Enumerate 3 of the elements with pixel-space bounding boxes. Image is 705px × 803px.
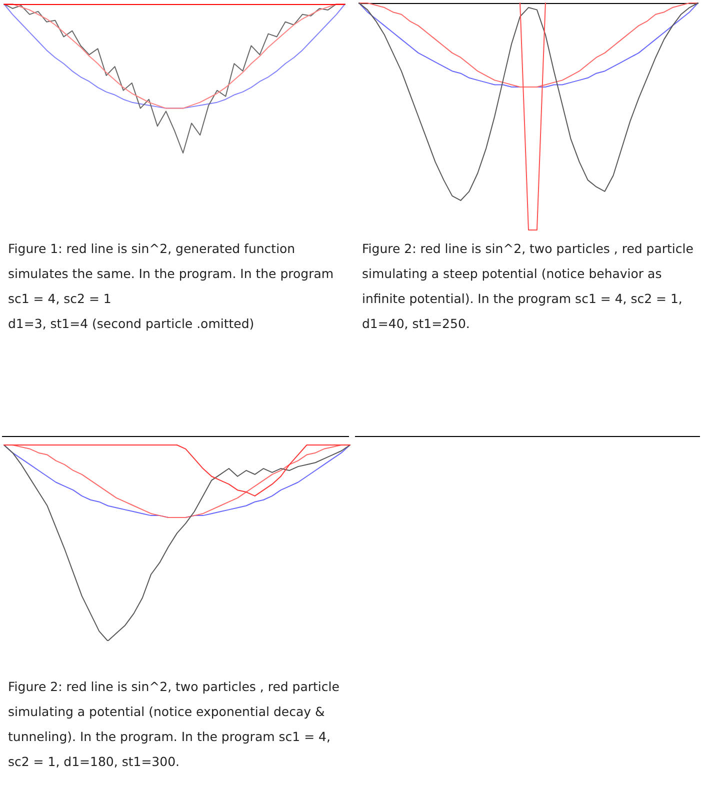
text: d1=3, st1=4 (second particle .omitted) [8,315,256,333]
caption: Figure 2: red line is sin^2, two particles , red particle simulating a potential (notice exponential decay & tunneling). In the program. In the program sc1 = 4, sc2 = 1, d1=180, st1=300. [8,678,340,771]
caption: Figure 2: red line is sin^2, two particles , red particle simulating a steep potential (notice behavior as infinite potential). In the program sc1 = 4, sc2 = 1, d1=40, st1=250. [362,240,694,333]
